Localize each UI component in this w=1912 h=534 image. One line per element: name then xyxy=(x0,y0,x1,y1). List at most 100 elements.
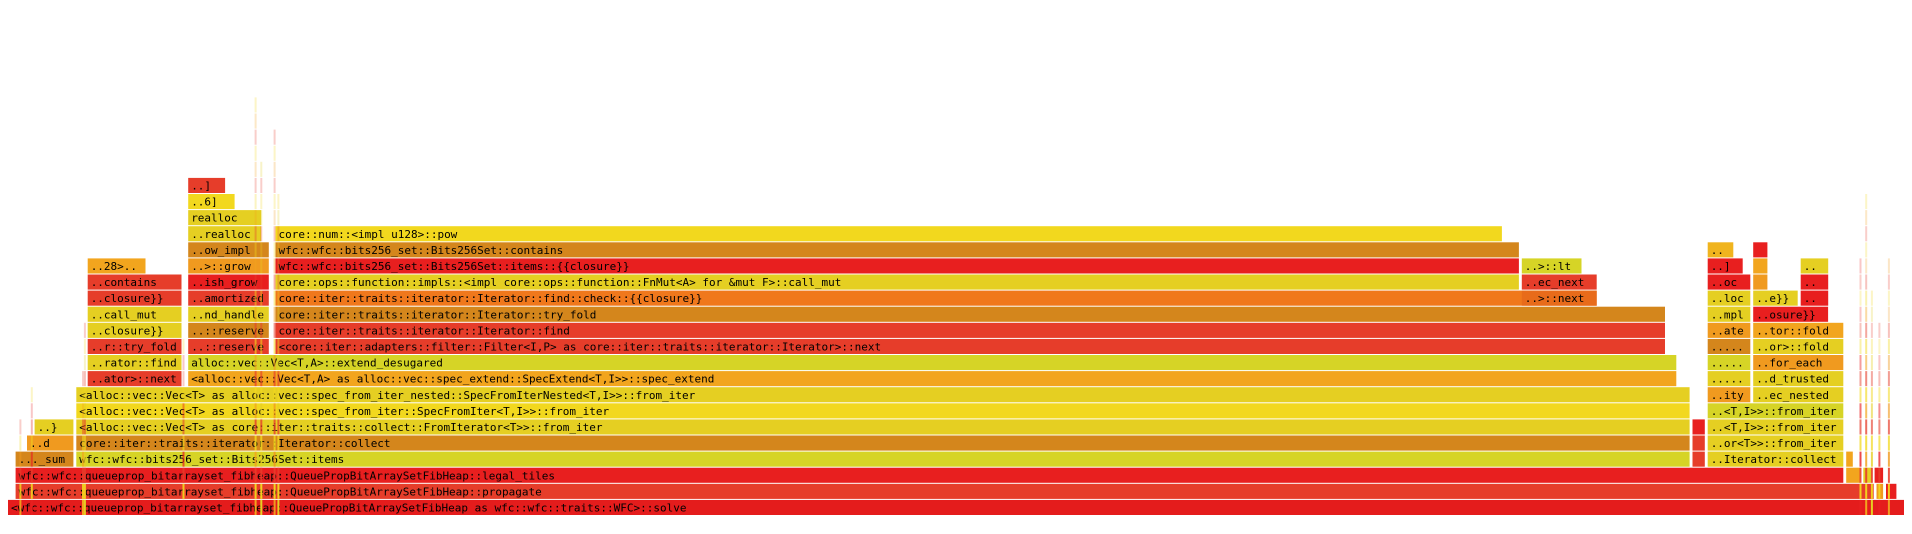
flame-frame-rect[interactable] xyxy=(188,322,269,338)
flame-frame-rect[interactable] xyxy=(87,258,146,274)
flame-frame-rect[interactable] xyxy=(1692,435,1705,451)
flame-frame[interactable]: ..ec_nested xyxy=(1753,387,1844,403)
flame-frame-rect[interactable] xyxy=(1707,322,1751,338)
flame-frame-rect[interactable] xyxy=(1707,306,1751,322)
flame-frame-rect[interactable] xyxy=(1521,290,1597,306)
flame-frame-rect[interactable] xyxy=(1707,290,1751,306)
flame-frame-rect[interactable] xyxy=(188,306,269,322)
flame-frame-rect[interactable] xyxy=(15,483,1874,499)
flame-frame-rect[interactable] xyxy=(1753,242,1768,258)
flame-frame-rect[interactable] xyxy=(275,258,1519,274)
flame-frame[interactable]: ..} xyxy=(34,419,74,435)
flame-frame[interactable]: ..ate xyxy=(1707,322,1751,338)
flame-frame[interactable]: ..28>.. xyxy=(87,258,146,274)
flame-frame-rect[interactable] xyxy=(1707,274,1751,290)
flame-frame-rect[interactable] xyxy=(188,338,269,354)
flame-frame-rect[interactable] xyxy=(1753,322,1844,338)
flame-frame[interactable]: <alloc::vec::Vec<T,A> as alloc::vec::spe… xyxy=(188,371,1677,387)
flame-frame[interactable]: ..6] xyxy=(188,194,235,210)
flame-frame[interactable]: ..<T,I>>::from_iter xyxy=(1707,403,1844,419)
flame-frame[interactable]: ..for_each xyxy=(1753,355,1844,371)
flame-frame[interactable]: ..realloc xyxy=(188,226,262,242)
flame-frame[interactable]: ..amortized xyxy=(188,290,269,306)
flame-frame[interactable]: ..oc xyxy=(1707,274,1751,290)
flame-frame[interactable]: ..... xyxy=(1707,338,1751,354)
flame-frame[interactable] xyxy=(1692,435,1705,451)
flame-frame[interactable]: ..r::try_fold xyxy=(87,338,182,354)
flame-frame-rect[interactable] xyxy=(1753,258,1768,274)
flame-frame-rect[interactable] xyxy=(27,435,74,451)
flame-frame[interactable]: ..... xyxy=(1707,371,1751,387)
flame-frame[interactable] xyxy=(1886,483,1897,499)
flame-frame[interactable]: ..::reserve xyxy=(188,322,269,338)
flame-frame[interactable]: ..<T,I>>::from_iter xyxy=(1707,419,1844,435)
flame-frame[interactable]: ..ish_grow xyxy=(188,274,269,290)
flame-frame-rect[interactable] xyxy=(188,258,269,274)
flame-frame-rect[interactable] xyxy=(275,306,1666,322)
flame-frame-rect[interactable] xyxy=(15,451,74,467)
flame-frame[interactable]: ..::reserve xyxy=(188,338,269,354)
flame-frame-rect[interactable] xyxy=(87,371,182,387)
flame-frame-rect[interactable] xyxy=(87,338,182,354)
flame-frame[interactable]: .. xyxy=(1800,274,1829,290)
flame-frame-rect[interactable] xyxy=(15,467,1844,483)
flame-frame[interactable]: .. xyxy=(1800,258,1829,274)
flame-frame[interactable]: ..>::lt xyxy=(1521,258,1582,274)
flame-frame-rect[interactable] xyxy=(1692,419,1705,435)
flame-frame-rect[interactable] xyxy=(1753,274,1768,290)
flame-frame[interactable]: ..mpl xyxy=(1707,306,1751,322)
flame-frame[interactable]: ..or<T>>::from_iter xyxy=(1707,435,1844,451)
flame-frame[interactable] xyxy=(1692,419,1705,435)
flame-frame-rect[interactable] xyxy=(1753,338,1844,354)
flame-frame[interactable]: .. xyxy=(1800,290,1829,306)
flame-frame[interactable]: core::ops::function::impls::<impl core::… xyxy=(275,274,1519,290)
flame-frame[interactable]: ..d_trusted xyxy=(1753,371,1844,387)
flame-frame-rect[interactable] xyxy=(1707,435,1844,451)
flame-frame[interactable]: ..osure}} xyxy=(1753,306,1829,322)
flame-frame[interactable]: <alloc::vec::Vec<T> as alloc::vec::spec_… xyxy=(76,403,1690,419)
flame-frame-rect[interactable] xyxy=(1692,451,1705,467)
flame-frame[interactable]: ..or>::fold xyxy=(1753,338,1844,354)
flame-frame-rect[interactable] xyxy=(87,274,182,290)
flame-frame[interactable]: ..ec_next xyxy=(1521,274,1597,290)
flame-frame-rect[interactable] xyxy=(87,290,182,306)
flame-frame-rect[interactable] xyxy=(188,210,262,226)
flame-frame-rect[interactable] xyxy=(1886,483,1897,499)
flame-frame-rect[interactable] xyxy=(1753,387,1844,403)
flame-frame[interactable]: ..Iterator::collect xyxy=(1707,451,1844,467)
flame-frame[interactable]: wfc::wfc::bits256_set::Bits256Set::conta… xyxy=(275,242,1519,258)
flame-frame[interactable]: ..closure}} xyxy=(87,290,182,306)
flame-frame-rect[interactable] xyxy=(1753,371,1844,387)
flame-frame-rect[interactable] xyxy=(76,419,1690,435)
flame-frame-rect[interactable] xyxy=(1521,258,1582,274)
flame-frame-rect[interactable] xyxy=(188,242,269,258)
flame-frame[interactable]: .. xyxy=(1707,242,1734,258)
flame-frame[interactable]: core::iter::traits::iterator::Iterator::… xyxy=(275,306,1666,322)
flame-frame-rect[interactable] xyxy=(1707,355,1751,371)
flame-frame-rect[interactable] xyxy=(188,371,1677,387)
flame-frame[interactable]: <wfc::wfc::queueprop_bitarrayset_fibheap… xyxy=(8,499,1904,515)
flame-frame[interactable]: ..>::grow xyxy=(188,258,269,274)
flame-frame[interactable]: core::num::<impl u128>::pow xyxy=(275,226,1502,242)
flame-frame-rect[interactable] xyxy=(1800,290,1829,306)
flame-frame-rect[interactable] xyxy=(188,194,235,210)
flame-frame[interactable]: ..._sum xyxy=(15,451,74,467)
flame-frame[interactable]: <core::iter::adapters::filter::Filter<I,… xyxy=(275,338,1666,354)
flame-frame[interactable] xyxy=(1753,274,1768,290)
flame-frame[interactable]: ..tor::fold xyxy=(1753,322,1844,338)
flame-frame[interactable]: ..] xyxy=(188,177,226,193)
flame-frame-rect[interactable] xyxy=(275,338,1666,354)
flame-frame-rect[interactable] xyxy=(76,451,1690,467)
flame-frame-rect[interactable] xyxy=(1800,258,1829,274)
flame-frame-rect[interactable] xyxy=(1800,274,1829,290)
flame-frame[interactable] xyxy=(1846,451,1853,467)
flame-frame[interactable]: ..] xyxy=(1707,258,1743,274)
flame-frame[interactable]: ..loc xyxy=(1707,290,1751,306)
flame-frame[interactable]: wfc::wfc::queueprop_bitarrayset_fibheap:… xyxy=(15,483,1874,499)
flame-frame[interactable] xyxy=(1753,258,1768,274)
flame-frame-rect[interactable] xyxy=(1846,451,1853,467)
flame-frame-rect[interactable] xyxy=(87,322,182,338)
flame-frame-rect[interactable] xyxy=(76,435,1690,451)
flame-frame-rect[interactable] xyxy=(1753,355,1844,371)
flame-frame-rect[interactable] xyxy=(76,387,1690,403)
